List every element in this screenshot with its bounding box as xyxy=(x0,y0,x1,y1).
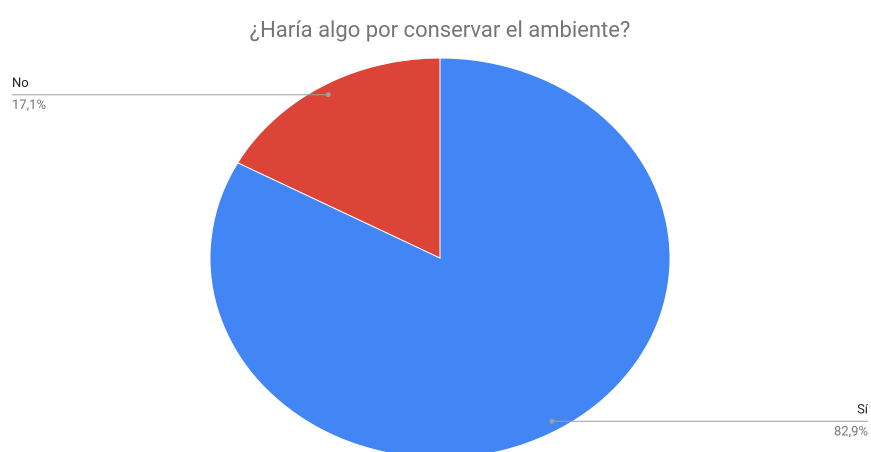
leader-dot xyxy=(325,92,331,98)
slice-label: No xyxy=(12,76,29,91)
slice-value-label: 82,9% xyxy=(834,425,868,440)
slice-value-label: 17,1% xyxy=(12,98,46,113)
leader-dot xyxy=(549,418,555,424)
slice-label: Sí xyxy=(857,403,869,418)
pie-slice xyxy=(209,57,671,452)
chart-title: ¿Haría algo por conservar el ambiente? xyxy=(250,18,631,43)
pie-slice xyxy=(237,57,441,259)
